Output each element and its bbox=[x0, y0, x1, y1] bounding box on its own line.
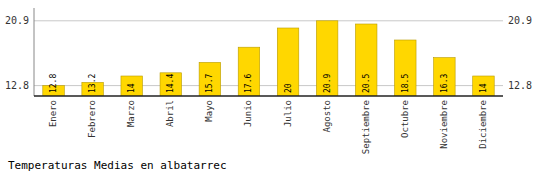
chart-container: 12.8 12.8 20.9 20.9 12.8 13.2 14 14.4 15.7 17.6 20… bbox=[0, 0, 537, 174]
x-tick-label: Marzo bbox=[126, 100, 136, 127]
bar bbox=[160, 73, 181, 96]
y-axis-line bbox=[34, 8, 35, 96]
bar bbox=[395, 40, 416, 96]
data-label: 14 bbox=[127, 83, 136, 93]
data-label: 15.7 bbox=[205, 74, 214, 93]
y-tick-label: 12.8 bbox=[5, 80, 29, 91]
data-label: 17.6 bbox=[244, 74, 253, 93]
data-label: 18.5 bbox=[401, 74, 410, 93]
data-label: 14.4 bbox=[166, 74, 175, 93]
y-tick-label-right: 20.9 bbox=[508, 15, 532, 26]
bar bbox=[238, 47, 259, 96]
grid-line bbox=[34, 20, 503, 21]
data-label: 16.3 bbox=[440, 74, 449, 93]
x-tick-label: Octubre bbox=[400, 100, 410, 138]
y-tick-label-right: 12.8 bbox=[508, 80, 532, 91]
data-label: 12.8 bbox=[49, 74, 58, 93]
data-label: 14 bbox=[479, 83, 488, 93]
x-tick-label: Abril bbox=[165, 100, 175, 127]
data-label: 20 bbox=[284, 83, 293, 93]
chart-svg: 12.8 12.8 20.9 20.9 12.8 13.2 14 14.4 15.7 17.6 20… bbox=[0, 0, 537, 174]
bars bbox=[43, 21, 494, 96]
x-tick-label: Noviembre bbox=[439, 100, 449, 149]
x-tick-label: Febrero bbox=[87, 100, 97, 138]
bar bbox=[434, 58, 455, 96]
grid-line bbox=[34, 85, 503, 86]
bar bbox=[277, 28, 298, 96]
data-label: 20.9 bbox=[323, 74, 332, 93]
bar bbox=[316, 21, 337, 96]
x-axis-line bbox=[34, 95, 503, 97]
x-tick-label: Julio bbox=[283, 100, 293, 127]
bar bbox=[473, 76, 494, 96]
x-tick-label: Agosto bbox=[322, 100, 332, 133]
chart-title: Temperaturas Medias en albatarrec bbox=[8, 159, 227, 172]
x-tick-label: Junio bbox=[243, 100, 253, 127]
y-tick-label: 20.9 bbox=[5, 15, 29, 26]
bar bbox=[199, 62, 220, 96]
bar bbox=[121, 76, 142, 96]
data-label: 20.5 bbox=[362, 74, 371, 93]
data-label: 13.2 bbox=[88, 74, 97, 93]
x-tick-label: Mayo bbox=[204, 100, 214, 122]
bar bbox=[355, 24, 376, 96]
x-tick-label: Diciembre bbox=[478, 100, 488, 149]
x-tick-label: Enero bbox=[48, 100, 58, 127]
x-tick-label: Septiembre bbox=[361, 100, 371, 154]
